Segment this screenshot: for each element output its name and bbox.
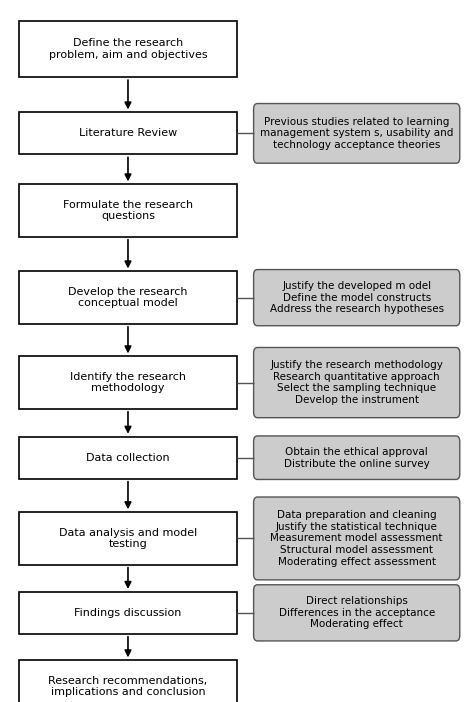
Text: Justify the research methodology
Research quantitative approach
Select the sampl: Justify the research methodology Researc… xyxy=(270,360,443,405)
Text: Data preparation and cleaning
Justify the statistical technique
Measurement mode: Data preparation and cleaning Justify th… xyxy=(271,510,443,567)
Text: Data collection: Data collection xyxy=(86,453,170,463)
Text: Identify the research
methodology: Identify the research methodology xyxy=(70,372,186,393)
Text: Justify the developed m odel
Define the model constructs
Address the research hy: Justify the developed m odel Define the … xyxy=(270,281,444,314)
Text: Direct relationships
Differences in the acceptance
Moderating effect: Direct relationships Differences in the … xyxy=(279,596,435,630)
FancyBboxPatch shape xyxy=(19,21,237,77)
Text: Data analysis and model
testing: Data analysis and model testing xyxy=(59,528,197,549)
Text: Previous studies related to learning
management system s, usability and
technolo: Previous studies related to learning man… xyxy=(260,117,453,150)
Text: Literature Review: Literature Review xyxy=(79,128,177,138)
FancyBboxPatch shape xyxy=(254,436,460,479)
FancyBboxPatch shape xyxy=(254,270,460,326)
FancyBboxPatch shape xyxy=(19,592,237,634)
FancyBboxPatch shape xyxy=(19,356,237,409)
FancyBboxPatch shape xyxy=(19,512,237,564)
Text: Formulate the research
questions: Formulate the research questions xyxy=(63,200,193,221)
Text: Define the research
problem, aim and objectives: Define the research problem, aim and obj… xyxy=(49,39,207,60)
FancyBboxPatch shape xyxy=(254,585,460,641)
FancyBboxPatch shape xyxy=(19,660,237,702)
FancyBboxPatch shape xyxy=(19,437,237,479)
Text: Obtain the ethical approval
Distribute the online survey: Obtain the ethical approval Distribute t… xyxy=(284,447,429,468)
Text: Research recommendations,
implications and conclusion: Research recommendations, implications a… xyxy=(48,676,208,697)
FancyBboxPatch shape xyxy=(254,103,460,163)
Text: Develop the research
conceptual model: Develop the research conceptual model xyxy=(68,287,188,308)
FancyBboxPatch shape xyxy=(254,347,460,418)
FancyBboxPatch shape xyxy=(19,185,237,237)
FancyBboxPatch shape xyxy=(19,272,237,324)
FancyBboxPatch shape xyxy=(254,497,460,580)
Text: Findings discussion: Findings discussion xyxy=(74,608,182,618)
FancyBboxPatch shape xyxy=(19,112,237,154)
